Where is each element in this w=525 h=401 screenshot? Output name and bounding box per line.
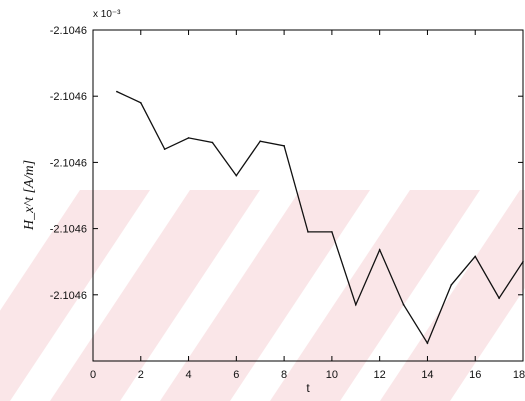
data-point bbox=[259, 140, 262, 143]
x-tick-label: 10 bbox=[326, 369, 338, 381]
data-point bbox=[116, 90, 118, 93]
x-tick-label: 4 bbox=[185, 369, 191, 381]
y-tick-label: -2.1046 bbox=[50, 224, 87, 236]
x-tick-label: 8 bbox=[281, 369, 287, 381]
x-tick-label: 6 bbox=[233, 369, 239, 381]
data-point bbox=[474, 255, 477, 258]
data-point bbox=[426, 342, 429, 344]
plot-frame bbox=[92, 29, 524, 362]
data-point bbox=[450, 284, 453, 286]
data-point bbox=[378, 248, 381, 251]
data-point bbox=[498, 297, 500, 299]
x-tick-label: 14 bbox=[421, 369, 433, 381]
watermark-stripe bbox=[50, 190, 260, 401]
watermark-stripe bbox=[270, 190, 480, 401]
data-point bbox=[354, 303, 357, 306]
data-point bbox=[235, 174, 238, 177]
x-axis-label: t bbox=[306, 381, 310, 395]
y-tick-label: -2.1046 bbox=[50, 157, 87, 169]
data-point bbox=[331, 231, 333, 233]
x-tick-label: 16 bbox=[469, 369, 481, 381]
x-tick-label: 0 bbox=[90, 369, 96, 381]
x-tick-label: 12 bbox=[374, 369, 386, 381]
watermark-stripe bbox=[160, 190, 370, 401]
y-tick-label: -2.1046 bbox=[50, 25, 87, 37]
series-group bbox=[116, 90, 524, 345]
data-point bbox=[522, 260, 524, 263]
x-ticks: 0 2 4 6 8 10 12 14 16 18 bbox=[90, 30, 525, 381]
data-point bbox=[402, 303, 405, 306]
y-ticks: -2.1046 -2.1046 -2.1046 -2.1046 -2.1046 bbox=[50, 25, 523, 302]
data-point bbox=[163, 148, 166, 150]
data-point bbox=[283, 145, 285, 147]
data-point bbox=[307, 231, 309, 233]
y-axis-label: H_x^t [A/m] bbox=[22, 160, 37, 231]
y-tick-label: -2.1046 bbox=[50, 91, 87, 103]
data-point bbox=[139, 102, 142, 104]
watermark-stripe bbox=[380, 190, 525, 401]
watermark bbox=[0, 190, 525, 401]
watermark-stripe bbox=[0, 190, 150, 401]
x-tick-label: 18 bbox=[513, 369, 525, 381]
y-tick-label: -2.1046 bbox=[50, 290, 87, 302]
data-point bbox=[211, 141, 214, 144]
series-line bbox=[116, 91, 524, 345]
data-point bbox=[187, 137, 190, 139]
x-tick-label: 2 bbox=[138, 369, 144, 381]
y-exponent-label: x 10⁻³ bbox=[93, 9, 121, 20]
